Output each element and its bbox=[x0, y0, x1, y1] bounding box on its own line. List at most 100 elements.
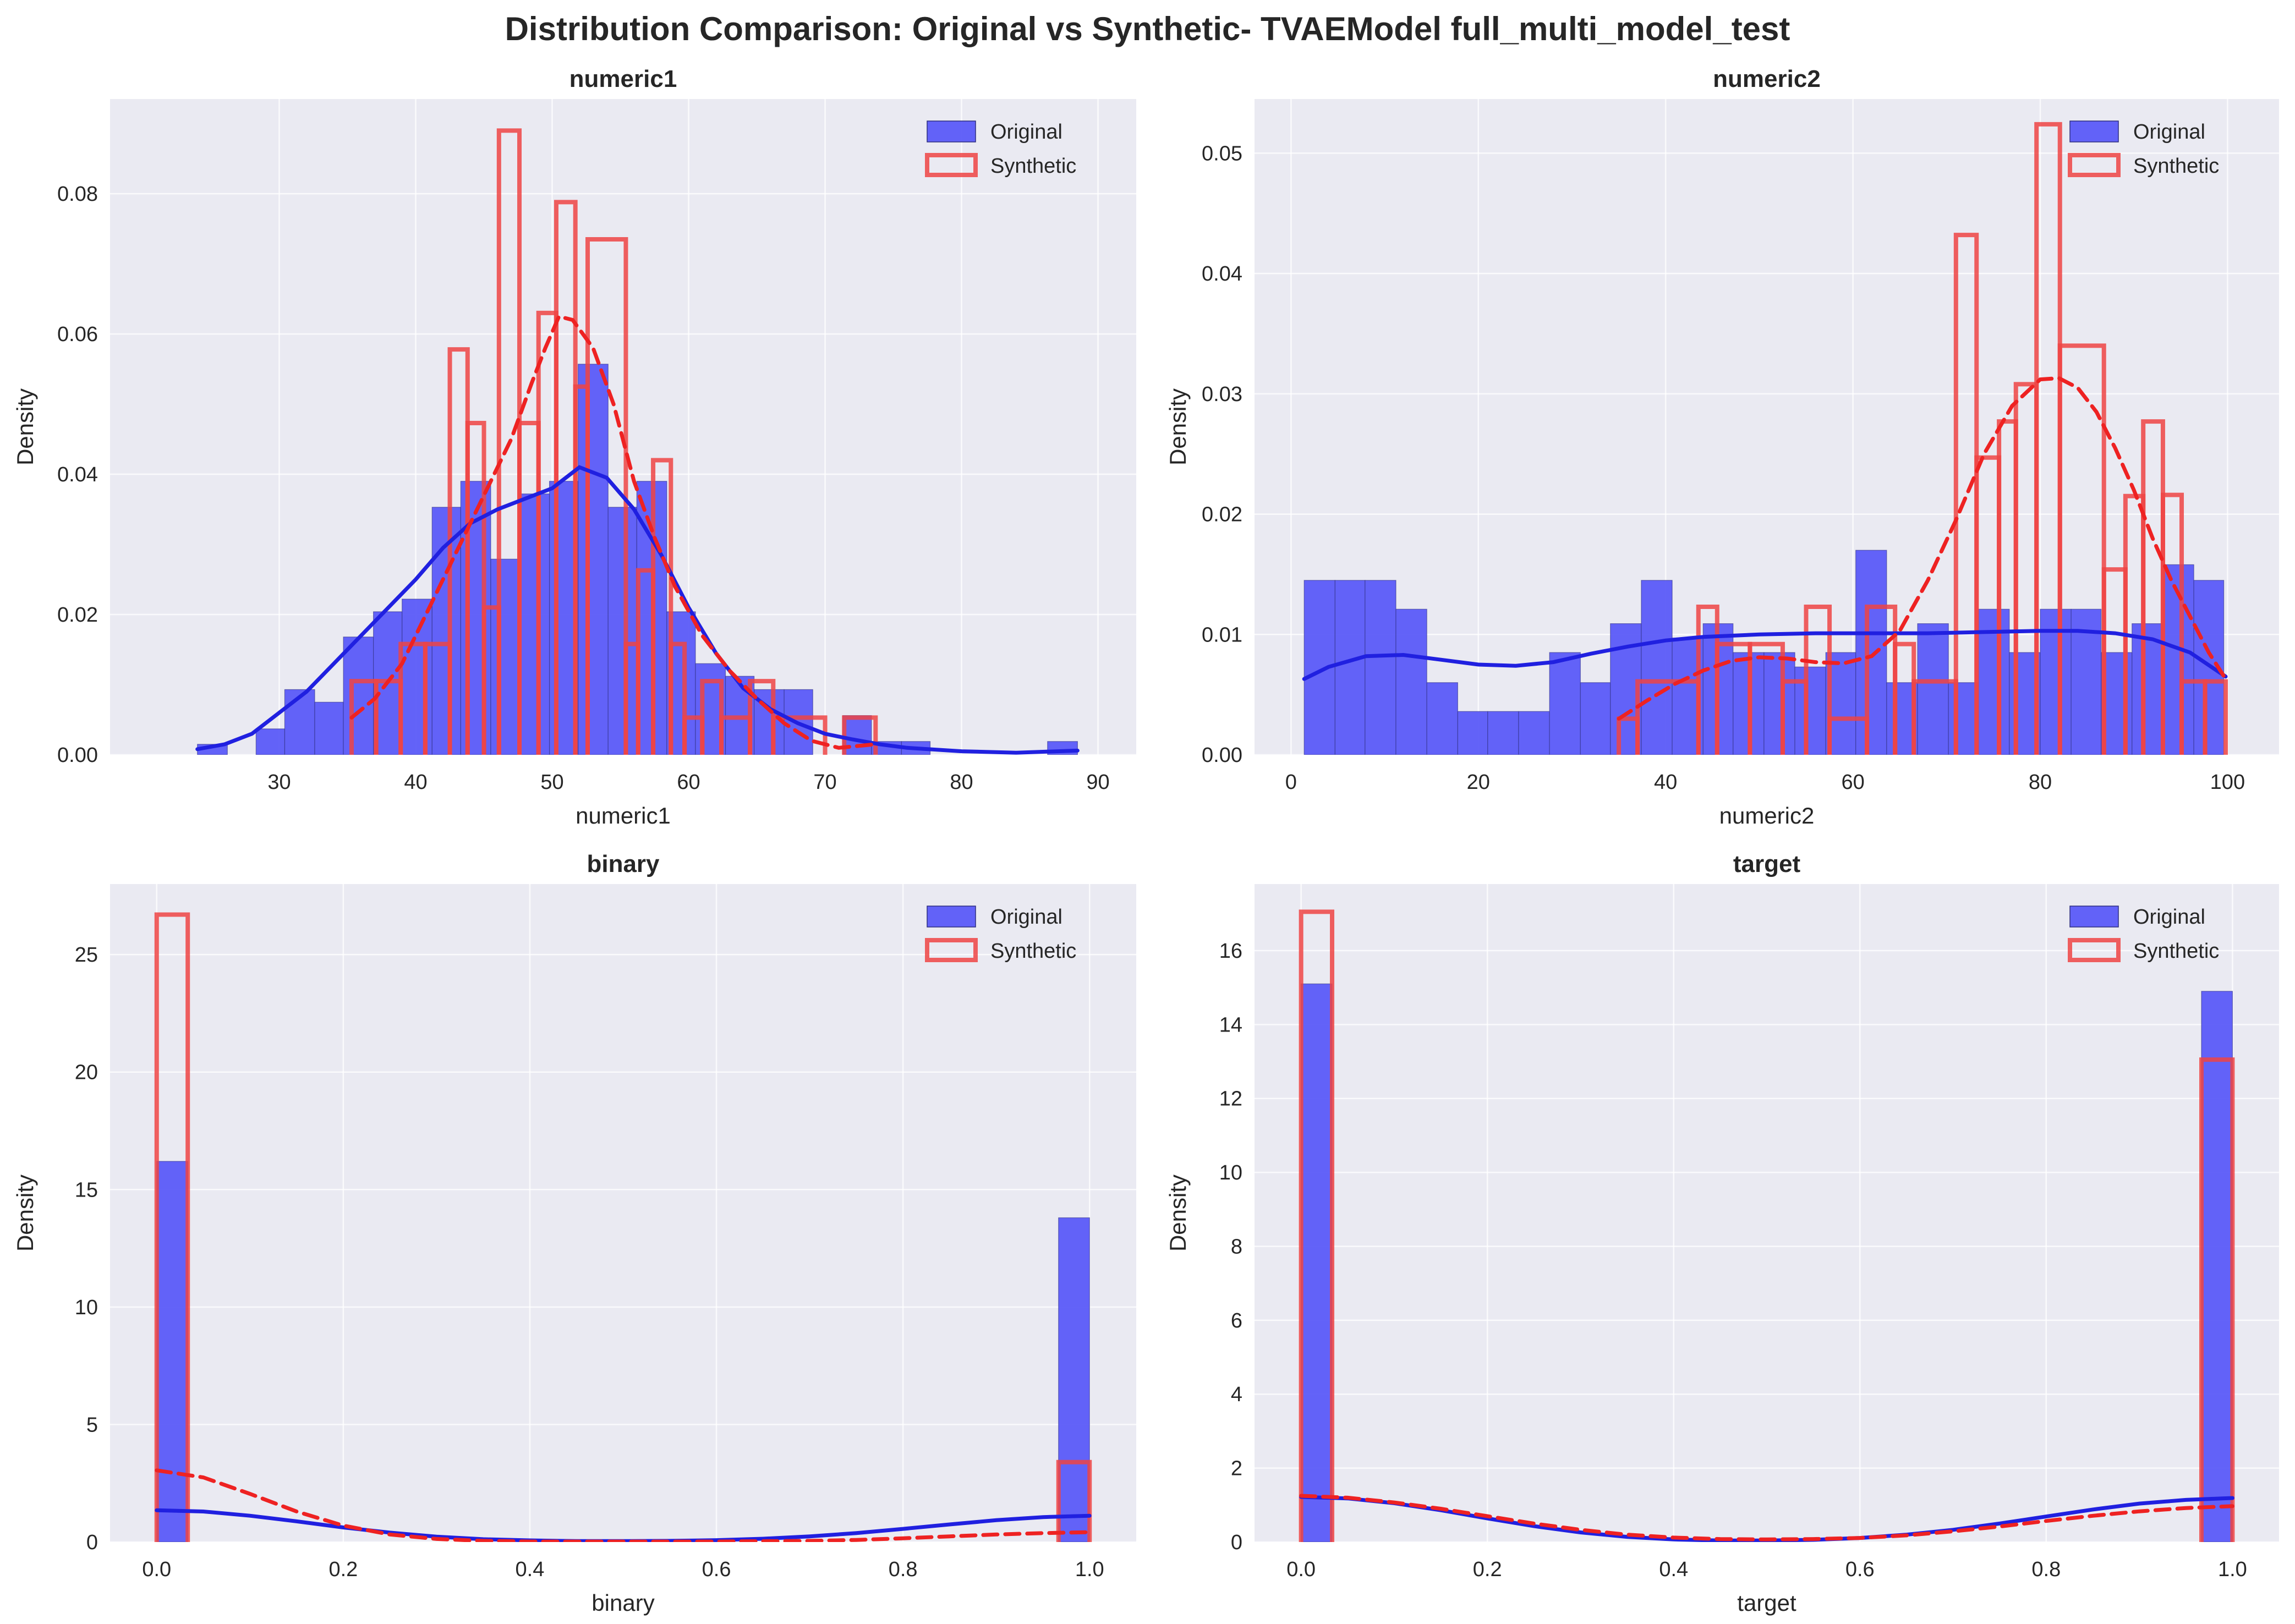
y-tick-label: 12 bbox=[1219, 1088, 1242, 1111]
x-tick-label: 40 bbox=[1654, 771, 1677, 794]
legend: Original Synthetic bbox=[2068, 906, 2219, 963]
y-tick-label: 0.03 bbox=[1202, 383, 1242, 406]
data-layer bbox=[1302, 122, 2228, 755]
x-tick-label: 0.6 bbox=[1845, 1558, 1875, 1581]
y-tick-label: 6 bbox=[1231, 1309, 1242, 1332]
y-tick-label: 16 bbox=[1219, 940, 1242, 963]
legend-swatch-original bbox=[927, 906, 976, 928]
subplot-title: binary bbox=[587, 851, 660, 877]
original-bar bbox=[1518, 711, 1550, 755]
original-bar bbox=[156, 1161, 188, 1542]
legend-label-original: Original bbox=[2133, 906, 2205, 929]
synthetic-step-bin bbox=[1056, 1460, 1092, 1542]
x-tick-label: 0.4 bbox=[516, 1558, 545, 1581]
y-tick-label: 10 bbox=[1219, 1161, 1242, 1184]
x-axis-label: target bbox=[1737, 1590, 1796, 1616]
original-bar bbox=[1365, 580, 1396, 755]
y-axis-label: Density bbox=[12, 1175, 38, 1252]
legend-label-synthetic: Synthetic bbox=[2133, 155, 2219, 178]
legend-swatch-original bbox=[2069, 120, 2119, 142]
legend: Original Synthetic bbox=[925, 120, 1076, 178]
data-layer bbox=[195, 128, 1080, 755]
original-bar bbox=[1426, 682, 1458, 755]
x-tick-label: 0.0 bbox=[1286, 1558, 1316, 1581]
legend: Original Synthetic bbox=[2068, 120, 2219, 178]
subplot-title: numeric2 bbox=[1713, 65, 1821, 92]
plot-area bbox=[1255, 884, 2279, 1542]
y-tick-label: 25 bbox=[75, 943, 98, 967]
legend: Original Synthetic bbox=[925, 906, 1076, 963]
synthetic-kde-line bbox=[349, 314, 878, 750]
synthetic-step-bin bbox=[465, 420, 486, 755]
original-bar bbox=[255, 728, 286, 755]
original-bar bbox=[519, 493, 550, 755]
legend-swatch-original bbox=[927, 120, 976, 142]
original-bar bbox=[1395, 608, 1427, 755]
original-bar bbox=[1917, 623, 1949, 755]
figure-suptitle: Distribution Comparison: Original vs Syn… bbox=[505, 10, 1790, 47]
original-bar bbox=[1763, 652, 1795, 755]
legend-swatch-synthetic bbox=[2068, 153, 2121, 177]
synthetic-kde-line bbox=[155, 1468, 1092, 1542]
subplot-title: target bbox=[1733, 851, 1801, 877]
original-kde-line bbox=[195, 465, 1080, 755]
original-bar bbox=[490, 558, 520, 755]
original-bar bbox=[1641, 580, 1673, 755]
data-layer bbox=[1299, 909, 2235, 1542]
y-tick-label: 0 bbox=[1231, 1531, 1242, 1554]
x-axis-label: numeric1 bbox=[576, 803, 671, 829]
original-bar bbox=[1457, 711, 1488, 755]
y-tick-label: 0.00 bbox=[57, 744, 98, 767]
x-tick-label: 60 bbox=[677, 771, 700, 794]
y-tick-label: 20 bbox=[75, 1061, 98, 1084]
synthetic-step-bin bbox=[154, 912, 190, 1542]
y-tick-label: 0.06 bbox=[57, 323, 98, 346]
legend-label-synthetic: Synthetic bbox=[990, 940, 1076, 963]
original-bar bbox=[1058, 1217, 1090, 1542]
x-tick-label: 80 bbox=[950, 771, 973, 794]
x-tick-label: 0.6 bbox=[702, 1558, 731, 1581]
x-tick-label: 0.2 bbox=[328, 1558, 358, 1581]
y-tick-label: 0.05 bbox=[1202, 142, 1242, 165]
y-tick-label: 15 bbox=[75, 1178, 98, 1201]
y-tick-label: 2 bbox=[1231, 1457, 1242, 1480]
subplot-binary: 0.0 0.2 0.4 0.6 0.8 1.0 0 5 10 15 20 25 binary binary… bbox=[12, 851, 1136, 1616]
subplot-numeric1: 30 40 50 60 70 80 90 0.00 0.02 0.04 0.06 0.08 numeri… bbox=[12, 65, 1136, 829]
synthetic-step-bin bbox=[2057, 343, 2106, 755]
y-tick-label: 0 bbox=[86, 1531, 98, 1554]
x-tick-label: 90 bbox=[1086, 771, 1109, 794]
original-bar bbox=[1580, 682, 1611, 755]
original-bar bbox=[1487, 711, 1519, 755]
synthetic-step-bin bbox=[2199, 1057, 2235, 1542]
synthetic-step-bin bbox=[2160, 492, 2184, 755]
legend-swatch-original bbox=[2069, 906, 2119, 928]
x-tick-label: 0 bbox=[1285, 771, 1297, 794]
x-tick-label: 0.4 bbox=[1659, 1558, 1688, 1581]
y-tick-label: 0.01 bbox=[1202, 623, 1242, 646]
x-tick-label: 40 bbox=[404, 771, 427, 794]
legend-label-original: Original bbox=[990, 906, 1062, 929]
synthetic-step-bin bbox=[2203, 679, 2228, 755]
y-tick-label: 4 bbox=[1231, 1383, 1242, 1406]
y-axis-label: Density bbox=[1165, 388, 1191, 465]
original-bar bbox=[402, 599, 432, 755]
x-tick-label: 1.0 bbox=[2218, 1558, 2247, 1581]
legend-label-synthetic: Synthetic bbox=[990, 155, 1076, 178]
synthetic-kde-line bbox=[1617, 376, 2228, 721]
y-axis-label: Density bbox=[1165, 1175, 1191, 1252]
original-bar bbox=[607, 507, 637, 755]
legend-label-original: Original bbox=[990, 120, 1062, 144]
synthetic-step-bin bbox=[1299, 909, 1334, 1542]
subplot-title: numeric1 bbox=[569, 65, 677, 92]
synthetic-step-bin bbox=[669, 641, 687, 755]
x-axis-label: binary bbox=[591, 1590, 654, 1616]
original-bar bbox=[1948, 682, 1979, 755]
x-tick-label: 0.8 bbox=[889, 1558, 918, 1581]
x-tick-label: 100 bbox=[2210, 771, 2245, 794]
y-tick-label: 0.02 bbox=[1202, 503, 1242, 526]
subplot-target: 0.0 0.2 0.4 0.6 0.8 1.0 0 2 4 6 8 10 12 14 16 target tar… bbox=[1165, 851, 2279, 1616]
synthetic-step-bin bbox=[1804, 604, 1832, 755]
subplot-numeric2: 0 20 40 60 80 100 0.00 0.01 0.02 0.03 0.04 0.05 nume… bbox=[1165, 65, 2279, 829]
x-tick-label: 0.0 bbox=[142, 1558, 171, 1581]
